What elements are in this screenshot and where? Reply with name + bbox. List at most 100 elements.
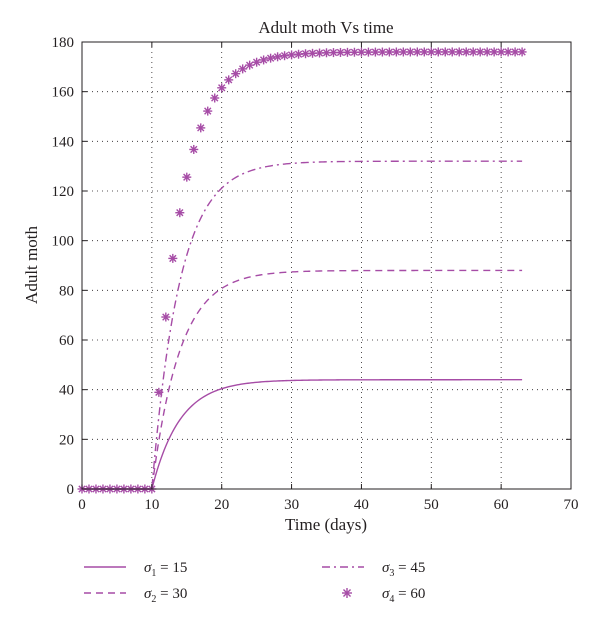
asterisk-stroke: [294, 50, 303, 58]
axis-ticks: 0 10 20 30 40 50 60 70 0 20 40 60 80 100 120 140 160 180: [52, 35, 579, 513]
asterisk-stroke: [378, 48, 387, 56]
x-tick-label: 70: [564, 497, 579, 513]
plot-frame: [81, 41, 572, 490]
asterisk-stroke: [511, 48, 519, 56]
y-tick-label: 100: [52, 234, 75, 250]
asterisk-stroke: [245, 61, 254, 69]
x-tick-label: 40: [354, 497, 369, 513]
series-4-point: [489, 47, 499, 57]
y-axis-label: Adult moth: [22, 226, 41, 304]
legend-sigma: σ: [144, 586, 152, 602]
asterisk-stroke: [518, 48, 526, 56]
asterisk-stroke: [315, 49, 324, 57]
asterisk-stroke: [343, 48, 352, 57]
asterisk-stroke: [259, 56, 268, 64]
series-4-point: [349, 47, 359, 57]
y-tick-label: 180: [52, 35, 75, 51]
legend-marker: [342, 588, 352, 598]
asterisk-stroke: [350, 48, 359, 56]
x-tick-label: 30: [284, 497, 299, 513]
series-line: [82, 269, 523, 490]
asterisk-stroke: [155, 388, 163, 396]
x-tick-label: 20: [214, 497, 229, 513]
series-4-point: [391, 47, 401, 57]
x-tick-label: 60: [494, 497, 509, 513]
legend-item-2: σ2 = 30: [84, 586, 187, 605]
y-tick-label: 80: [59, 283, 74, 299]
asterisk-stroke: [342, 588, 352, 598]
legend-value: = 30: [156, 586, 187, 602]
series-line: [82, 160, 523, 490]
legend-item-3: σ3 = 45: [322, 560, 425, 579]
legend-sigma: σ: [382, 586, 390, 602]
series-4-point: [210, 93, 220, 103]
legend-subscript: 2: [151, 594, 156, 605]
asterisk-stroke: [169, 254, 177, 263]
series-4-point: [224, 75, 234, 85]
asterisk-stroke: [385, 48, 394, 56]
asterisk-stroke: [266, 54, 275, 62]
series-4-point: [231, 69, 241, 79]
legend-label: σ4 = 60: [382, 586, 425, 605]
y-tick-label: 140: [52, 134, 75, 150]
asterisk-stroke: [469, 48, 477, 56]
y-tick-label: 160: [52, 85, 75, 101]
legend-item-4: σ4 = 60: [342, 586, 425, 605]
asterisk-stroke: [427, 48, 435, 56]
series-4-point: [203, 106, 213, 116]
series-4-point: [182, 172, 192, 182]
series-line: [82, 379, 523, 490]
asterisk-stroke: [211, 94, 219, 102]
asterisk-stroke: [162, 313, 170, 321]
x-axis-label: Time (days): [285, 515, 367, 534]
asterisk-stroke: [420, 48, 428, 56]
series-4-point: [175, 208, 185, 218]
x-tick-label: 0: [78, 497, 86, 513]
series-4-point: [356, 47, 366, 57]
series-4-point: [461, 47, 471, 57]
x-tick-label: 10: [144, 497, 159, 513]
asterisk-stroke: [238, 65, 247, 73]
asterisk-stroke: [413, 48, 421, 56]
series-2: [82, 269, 523, 490]
asterisk-stroke: [434, 48, 442, 56]
asterisk-stroke: [287, 51, 296, 59]
series-4-point: [412, 47, 422, 57]
asterisk-stroke: [364, 48, 373, 56]
series-4-point: [259, 55, 269, 65]
series-4-point: [196, 123, 206, 133]
legend-sigma: σ: [144, 560, 152, 576]
asterisk-stroke: [273, 53, 282, 61]
legend-subscript: 3: [389, 568, 394, 579]
legend-value: = 15: [156, 560, 187, 576]
legend-label: σ1 = 15: [144, 560, 187, 579]
legend-subscript: 1: [151, 568, 156, 579]
asterisk-stroke: [490, 48, 498, 56]
series-4-point: [273, 52, 283, 62]
series-4-point: [335, 47, 345, 57]
asterisk-stroke: [392, 48, 401, 56]
series-4-point: [266, 53, 276, 63]
series-4-point: [517, 47, 527, 57]
y-tick-label: 40: [59, 383, 74, 399]
legend-sigma: σ: [382, 560, 390, 576]
series-1: [82, 379, 523, 490]
series-3: [82, 160, 523, 490]
asterisk-stroke: [204, 107, 212, 115]
asterisk-stroke: [329, 48, 338, 57]
asterisk-stroke: [232, 70, 240, 78]
asterisk-stroke: [301, 50, 310, 58]
asterisk-stroke: [476, 48, 484, 56]
asterisk-stroke: [504, 48, 512, 56]
asterisk-stroke: [455, 48, 463, 56]
series-4-point: [482, 47, 492, 57]
legend-value: = 45: [394, 560, 425, 576]
series-4-point: [398, 47, 408, 57]
y-tick-label: 120: [52, 184, 75, 200]
asterisk-stroke: [357, 48, 366, 56]
asterisk-stroke: [252, 58, 261, 66]
asterisk-stroke: [218, 84, 226, 92]
asterisk-stroke: [441, 48, 449, 56]
